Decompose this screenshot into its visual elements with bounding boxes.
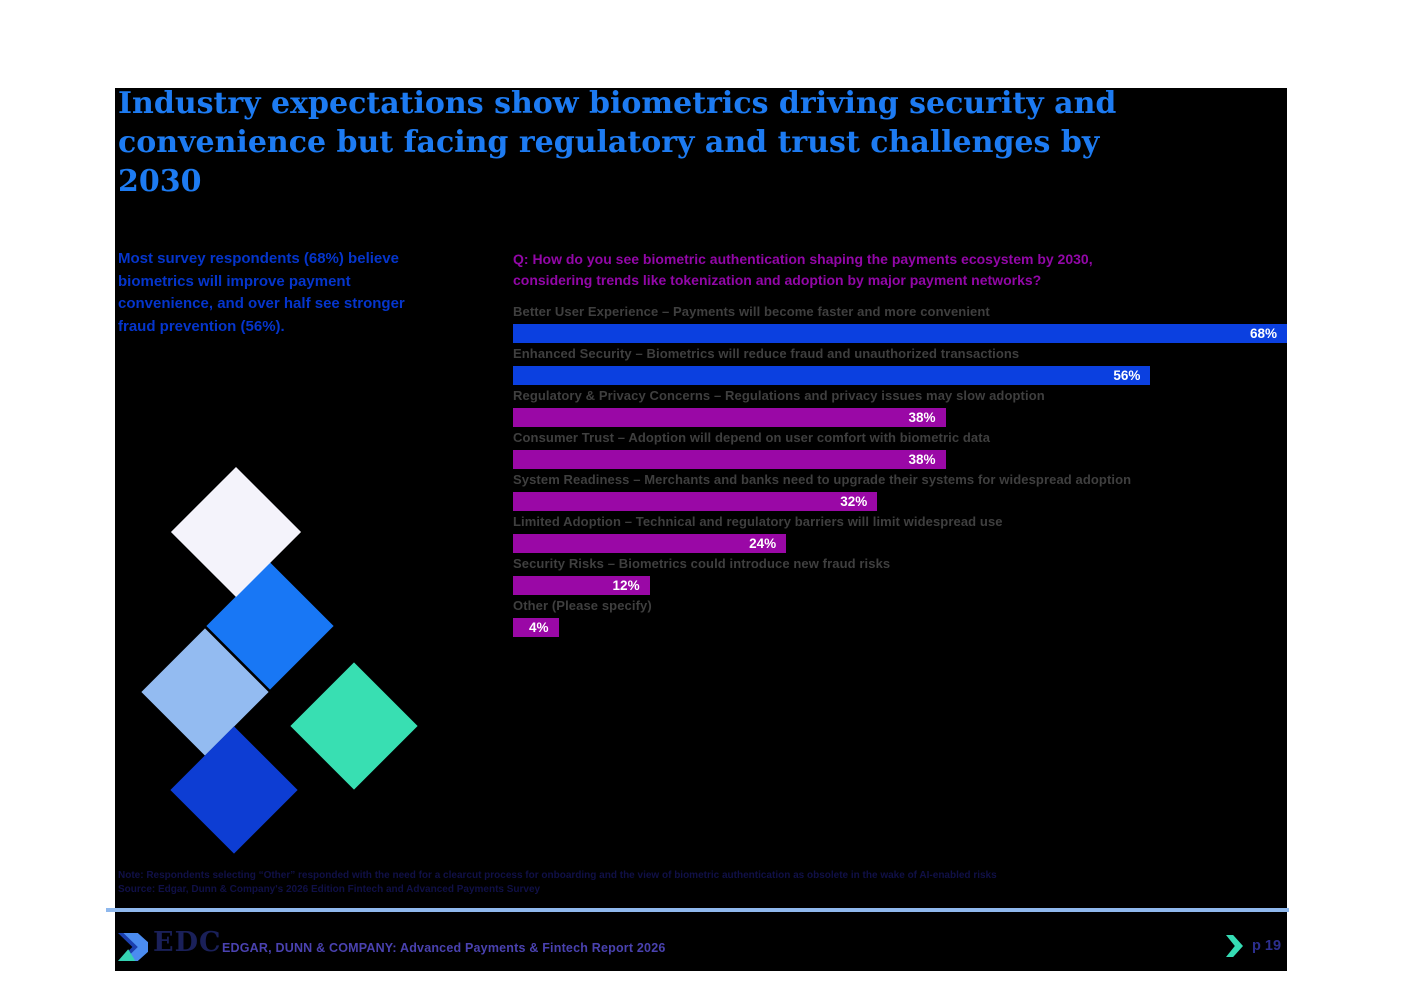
bar-category-label: Security Risks – Biometrics could introd… (513, 556, 891, 571)
bar-value-label: 38% (908, 452, 936, 467)
bar-value-label: 32% (840, 494, 868, 509)
bar: 24% (513, 534, 787, 553)
bar-value-label: 24% (749, 536, 777, 551)
bar: 38% (513, 450, 946, 469)
bar: 32% (513, 492, 878, 511)
bar: 38% (513, 408, 946, 427)
bar-category-label: Consumer Trust – Adoption will depend on… (513, 430, 991, 445)
bar: 12% (513, 576, 650, 595)
bar-chart: Better User Experience – Payments will b… (513, 303, 1287, 639)
bar-chart-row: Enhanced Security – Biometrics will redu… (513, 345, 1287, 385)
bar-chart-row: Security Risks – Biometrics could introd… (513, 555, 1287, 595)
bar-value-label: 4% (529, 620, 549, 635)
bar-category-label: Better User Experience – Payments will b… (513, 304, 990, 319)
page-chevron-icon (1226, 935, 1243, 957)
edc-logo-icon (118, 933, 148, 961)
bar: 68% (513, 324, 1287, 343)
page-number: p 19 (1252, 938, 1282, 954)
footnote-block: Note: Respondents selecting “Other” resp… (118, 869, 1218, 896)
bar: 4% (513, 618, 559, 637)
bar-track: 38% (513, 408, 1287, 427)
bar-category-label: Regulatory & Privacy Concerns – Regulati… (513, 388, 1045, 403)
bar-track: 56% (513, 366, 1287, 385)
bar-track: 68% (513, 324, 1287, 343)
bar-chart-row: Other (Please specify) 4% (513, 597, 1287, 637)
bar-track: 12% (513, 576, 1287, 595)
bar-chart-row: Consumer Trust – Adoption will depend on… (513, 429, 1287, 469)
bar-chart-row: System Readiness – Merchants and banks n… (513, 471, 1287, 511)
bar-category-label: Other (Please specify) (513, 598, 652, 613)
bar-category-label: Limited Adoption – Technical and regulat… (513, 514, 1003, 529)
footer-separator-line (106, 908, 1289, 912)
bar-track: 32% (513, 492, 1287, 511)
bar-value-label: 56% (1113, 368, 1141, 383)
bar-track: 24% (513, 534, 1287, 553)
source-text: Source: Edgar, Dunn & Company's 2026 Edi… (118, 883, 541, 895)
bar-value-label: 68% (1249, 326, 1277, 341)
report-title-label: EDGAR, DUNN & COMPANY: Advanced Payments… (222, 941, 666, 955)
survey-question: Q: How do you see biometric authenticati… (513, 251, 1093, 288)
slide-title: Industry expectations show biometrics dr… (118, 86, 1117, 199)
key-takeaway-text: Most survey respondents (68%) believe bi… (118, 250, 405, 335)
bar-chart-row: Better User Experience – Payments will b… (513, 303, 1287, 343)
bar-track: 38% (513, 450, 1287, 469)
bar-track: 4% (513, 618, 1287, 637)
bar-chart-row: Limited Adoption – Technical and regulat… (513, 513, 1287, 553)
footer: EDC EDGAR, DUNN & COMPANY: Advanced Paym… (115, 914, 1287, 971)
bar-chart-row: Regulatory & Privacy Concerns – Regulati… (513, 387, 1287, 427)
chevron-teal-accent-icon (118, 949, 136, 961)
bar-value-label: 12% (612, 578, 640, 593)
bar-category-label: Enhanced Security – Biometrics will redu… (513, 346, 1020, 361)
edc-wordmark: EDC (153, 927, 222, 958)
bar: 56% (513, 366, 1151, 385)
bar-value-label: 38% (908, 410, 936, 425)
bar-category-label: System Readiness – Merchants and banks n… (513, 472, 1132, 487)
footnote-text: Note: Respondents selecting “Other” resp… (118, 870, 997, 881)
content-panel (115, 88, 1287, 971)
